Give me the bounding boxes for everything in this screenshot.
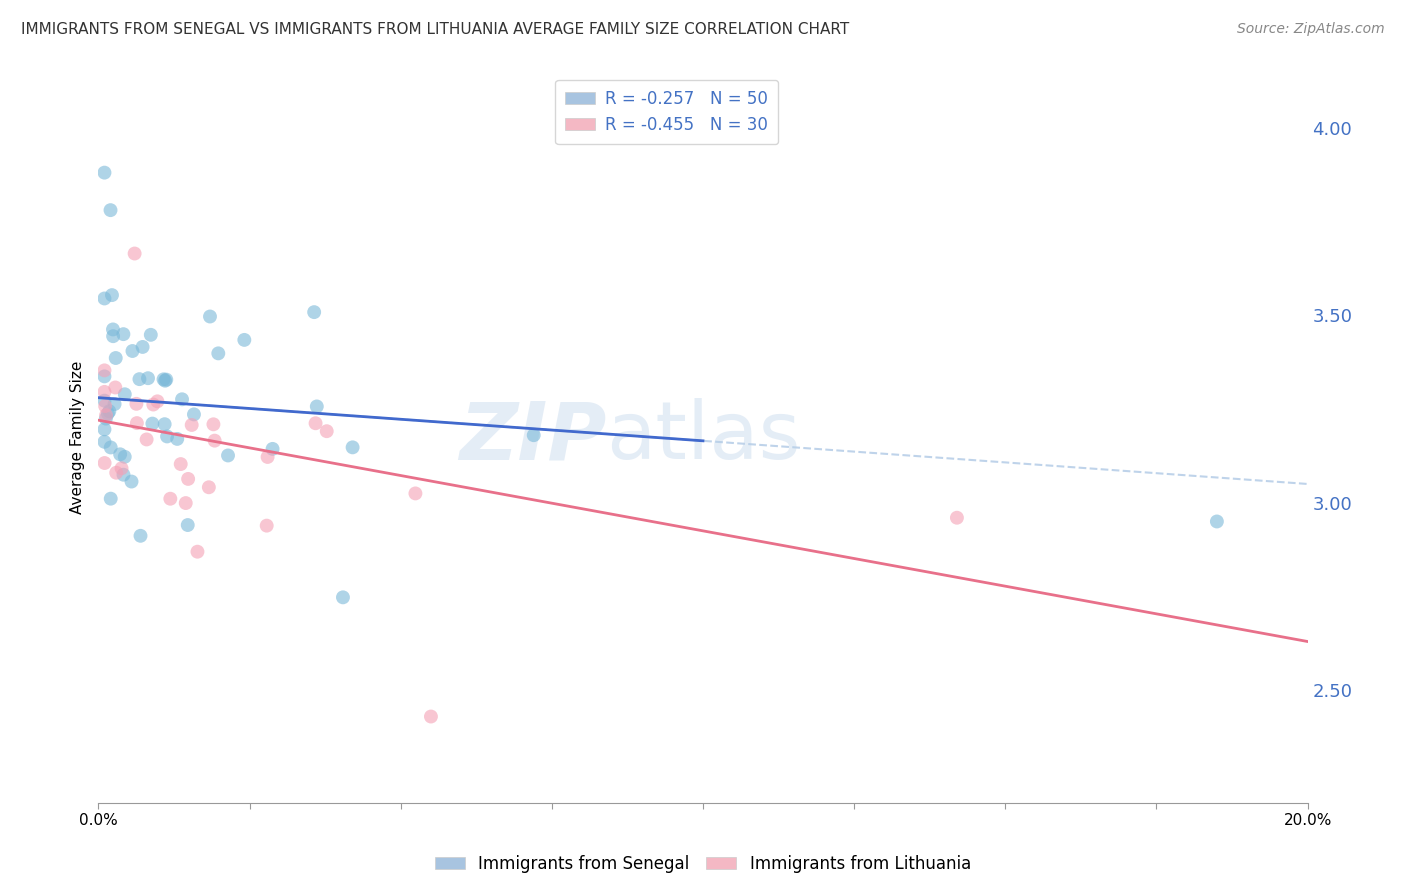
Point: [177, 472, 200, 486]
Point: [186, 544, 208, 558]
Point: [946, 510, 969, 524]
Point: [93, 363, 115, 377]
Point: [93, 384, 115, 399]
Point: [131, 340, 153, 354]
Point: [155, 373, 177, 387]
Point: [121, 475, 143, 489]
Point: [100, 203, 122, 218]
Point: [114, 450, 136, 464]
Point: [156, 429, 179, 443]
Point: [142, 398, 165, 412]
Point: [202, 417, 225, 432]
Point: [93, 456, 115, 470]
Point: [152, 372, 174, 386]
Point: [146, 394, 169, 409]
Point: [198, 310, 221, 324]
Point: [217, 449, 239, 463]
Point: [302, 305, 325, 319]
Legend: R = -0.257   N = 50, R = -0.455   N = 30: R = -0.257 N = 50, R = -0.455 N = 30: [555, 79, 778, 144]
Point: [121, 344, 143, 359]
Text: atlas: atlas: [606, 398, 800, 476]
Point: [135, 433, 157, 447]
Point: [125, 397, 148, 411]
Y-axis label: Average Family Size: Average Family Size: [69, 360, 84, 514]
Point: [153, 374, 176, 388]
Point: [404, 486, 426, 500]
Point: [104, 351, 127, 365]
Point: [332, 591, 354, 605]
Point: [170, 392, 193, 407]
Point: [101, 322, 124, 336]
Legend: Immigrants from Senegal, Immigrants from Lithuania: Immigrants from Senegal, Immigrants from…: [429, 848, 977, 880]
Point: [93, 292, 115, 306]
Point: [94, 411, 117, 425]
Point: [100, 491, 122, 506]
Point: [256, 518, 278, 533]
Point: [1206, 515, 1229, 529]
Point: [94, 408, 117, 422]
Point: [170, 457, 193, 471]
Text: ZIP: ZIP: [458, 398, 606, 476]
Point: [125, 416, 148, 430]
Point: [97, 406, 120, 420]
Point: [207, 346, 229, 360]
Point: [180, 417, 202, 432]
Point: [141, 417, 163, 431]
Point: [153, 417, 176, 432]
Point: [100, 441, 122, 455]
Point: [139, 327, 162, 342]
Point: [98, 404, 121, 418]
Point: [204, 434, 226, 448]
Point: [112, 467, 135, 482]
Point: [103, 397, 125, 411]
Point: [420, 709, 443, 723]
Point: [93, 434, 115, 449]
Point: [114, 387, 136, 401]
Point: [110, 461, 132, 475]
Point: [136, 371, 159, 385]
Point: [315, 424, 337, 438]
Point: [128, 372, 150, 386]
Point: [305, 400, 328, 414]
Point: [304, 416, 326, 430]
Point: [101, 288, 124, 302]
Point: [183, 408, 205, 422]
Point: [177, 518, 200, 533]
Point: [256, 450, 278, 464]
Text: Source: ZipAtlas.com: Source: ZipAtlas.com: [1237, 22, 1385, 37]
Point: [93, 393, 115, 408]
Point: [94, 399, 117, 413]
Point: [262, 442, 284, 456]
Point: [129, 529, 152, 543]
Point: [93, 166, 115, 180]
Point: [233, 333, 256, 347]
Point: [124, 246, 146, 260]
Point: [523, 428, 546, 442]
Text: IMMIGRANTS FROM SENEGAL VS IMMIGRANTS FROM LITHUANIA AVERAGE FAMILY SIZE CORRELA: IMMIGRANTS FROM SENEGAL VS IMMIGRANTS FR…: [21, 22, 849, 37]
Point: [342, 441, 364, 455]
Point: [105, 466, 128, 480]
Point: [93, 422, 115, 436]
Point: [198, 480, 221, 494]
Point: [93, 369, 115, 384]
Point: [108, 447, 131, 461]
Point: [101, 329, 124, 343]
Point: [104, 380, 127, 394]
Point: [166, 432, 188, 446]
Point: [112, 327, 135, 342]
Point: [174, 496, 197, 510]
Point: [159, 491, 181, 506]
